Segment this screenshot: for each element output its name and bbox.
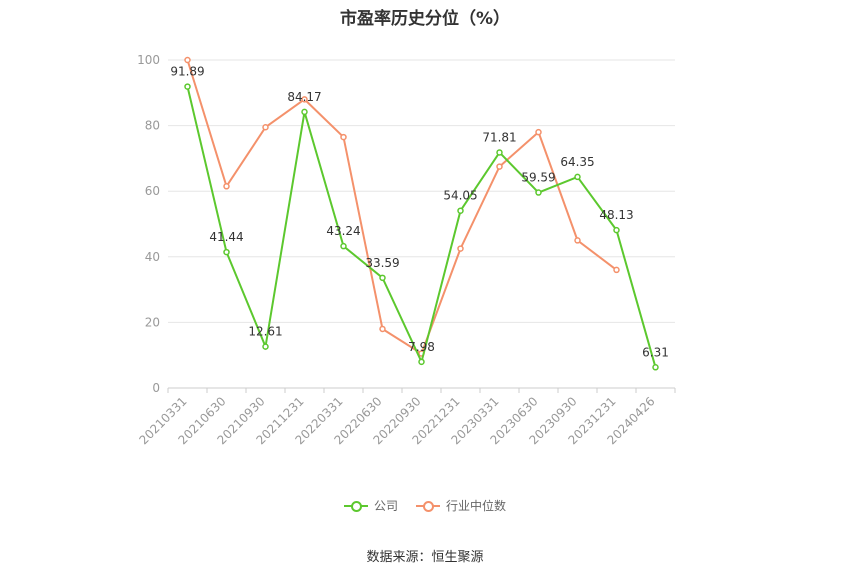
series-group (184, 56, 659, 371)
series-point (223, 248, 230, 256)
series-point (262, 343, 269, 350)
data-label: 64.35 (560, 155, 594, 169)
series-point (613, 266, 620, 274)
data-label: 84.17 (287, 90, 321, 104)
series-point (340, 133, 347, 141)
series-point (535, 189, 542, 196)
series-point (535, 128, 542, 136)
data-labels: 91.89 41.44 12.61 84.17 43.24 33.59 7.98 54.05 7… (170, 65, 669, 360)
data-label: 91.89 (170, 65, 204, 79)
series-point (418, 358, 425, 366)
legend-industry-marker (416, 500, 440, 512)
data-label: 41.44 (209, 230, 243, 244)
legend-company-marker (343, 500, 368, 512)
data-label: 33.59 (365, 256, 399, 270)
series-point (340, 242, 347, 250)
y-tick-label: 40 (145, 250, 160, 264)
data-label: 71.81 (482, 130, 516, 144)
series-point (496, 163, 503, 170)
data-label: 6.31 (642, 345, 669, 359)
x-axis: 2021033120210630202109302021123120220331… (137, 387, 676, 447)
grid-lines (168, 59, 675, 323)
data-label: 43.24 (326, 224, 360, 238)
series-point (301, 96, 308, 103)
y-tick-label: 80 (145, 119, 160, 133)
series-point (574, 237, 581, 244)
data-source: 数据来源：恒生聚源 (366, 550, 484, 565)
series-point (184, 56, 191, 64)
y-tick-label: 0 (152, 381, 160, 395)
legend: 公司 行业中位数 (0, 497, 850, 514)
y-tick-label: 60 (145, 184, 160, 198)
series-point (223, 183, 230, 190)
series-line (186, 59, 618, 356)
data-label: 7.98 (408, 340, 435, 354)
series-point (496, 149, 503, 156)
y-tick-label: 100 (137, 53, 160, 67)
legend-item-company[interactable]: 公司 (343, 497, 398, 514)
data-label: 54.05 (443, 189, 477, 203)
series-point (379, 274, 386, 282)
series-point (457, 245, 464, 252)
series-point (457, 207, 464, 214)
series-point (379, 325, 386, 333)
series-point (613, 226, 620, 234)
legend-item-industry[interactable]: 行业中位数 (416, 497, 506, 514)
y-axis-ticks: 0 20 40 60 80 100 (137, 53, 160, 395)
legend-industry-label: 行业中位数 (446, 499, 507, 513)
series-point (184, 83, 191, 90)
y-tick-label: 20 (145, 315, 160, 329)
series-point (301, 108, 308, 116)
data-label: 12.61 (248, 325, 282, 339)
series-point (262, 123, 269, 131)
data-label: 48.13 (599, 208, 633, 222)
chart-title: 市盈率历史分位（%） (339, 9, 511, 29)
legend-company-label: 公司 (373, 499, 398, 513)
data-label: 59.59 (521, 171, 555, 185)
series-point (574, 173, 581, 181)
series-point (652, 364, 659, 371)
